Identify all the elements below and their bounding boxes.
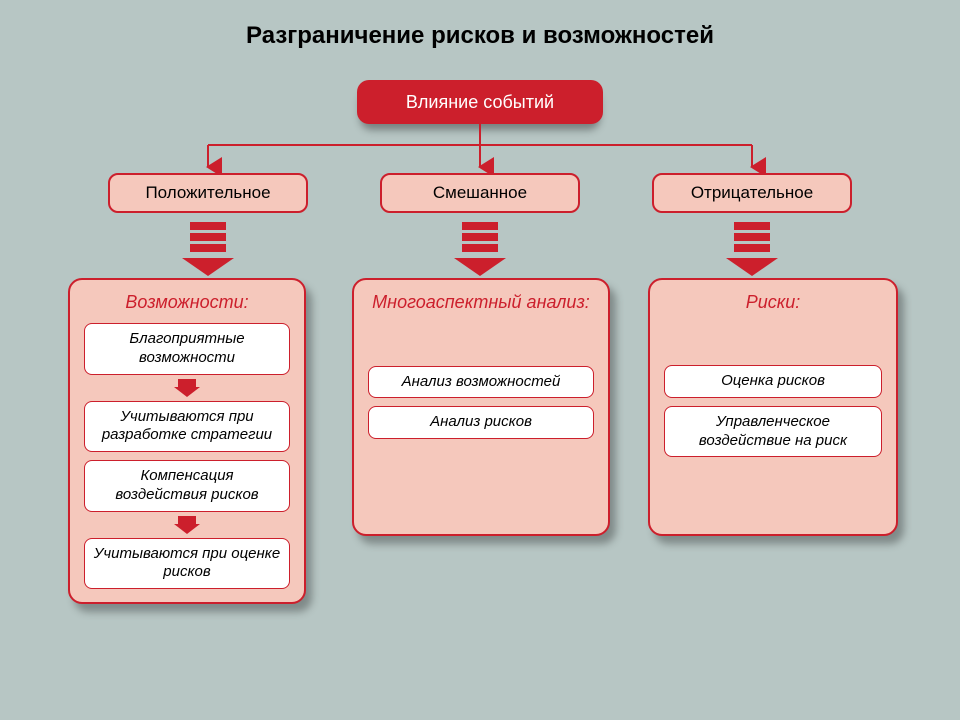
panel-item: Компенсация воздействия рисков [84,460,290,512]
panel-title: Риски: [664,292,882,313]
branch-positive: Положительное [108,173,308,213]
panel-analysis: Многоаспектный анализ: Анализ возможносте… [352,278,610,536]
big-arrow-2 [726,222,778,276]
branch-mixed: Смешанное [380,173,580,213]
panel-title: Многоаспектный анализ: [368,292,594,314]
panel-item: Анализ возможностей [368,366,594,399]
panel-opportunities: Возможности: Благоприятные возможности Учи… [68,278,306,604]
big-arrow-1 [454,222,506,276]
panel-item: Оценка рисков [664,365,882,398]
panel-item: Учитываются при оценке рисков [84,538,290,590]
panel-item: Учитываются при разработке стратегии [84,401,290,453]
small-arrow-icon [84,379,290,397]
panel-item: Управленческое воздействие на риск [664,406,882,458]
diagram-title: Разграничение рисков и возможностей [0,22,960,50]
small-arrow-icon [84,516,290,534]
panel-item: Анализ рисков [368,406,594,439]
branch-negative: Отрицательное [652,173,852,213]
panel-item: Благоприятные возможности [84,323,290,375]
big-arrow-0 [182,222,234,276]
root-node: Влияние событий [357,80,603,124]
panel-title: Возможности: [84,292,290,313]
panel-risks: Риски: Оценка рисков Управленческое воздей… [648,278,898,536]
